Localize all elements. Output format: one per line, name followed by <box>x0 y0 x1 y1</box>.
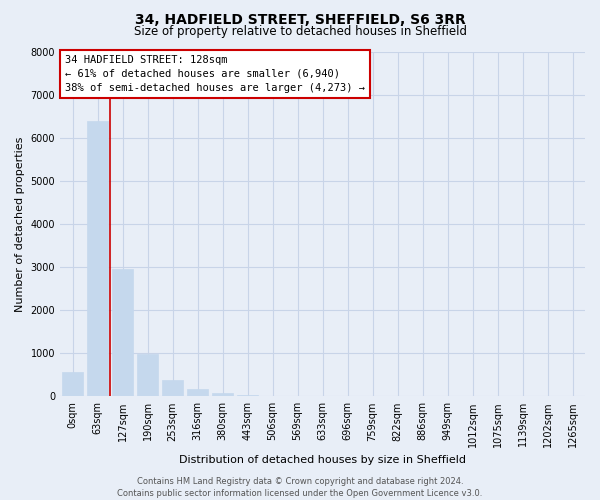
Bar <box>137 354 158 397</box>
Text: 34 HADFIELD STREET: 128sqm
← 61% of detached houses are smaller (6,940)
38% of s: 34 HADFIELD STREET: 128sqm ← 61% of deta… <box>65 55 365 93</box>
Bar <box>237 395 258 396</box>
Y-axis label: Number of detached properties: Number of detached properties <box>15 136 25 312</box>
X-axis label: Distribution of detached houses by size in Sheffield: Distribution of detached houses by size … <box>179 455 466 465</box>
Bar <box>187 389 208 396</box>
Text: 34, HADFIELD STREET, SHEFFIELD, S6 3RR: 34, HADFIELD STREET, SHEFFIELD, S6 3RR <box>134 12 466 26</box>
Text: Size of property relative to detached houses in Sheffield: Size of property relative to detached ho… <box>133 25 467 38</box>
Bar <box>212 393 233 396</box>
Bar <box>87 122 108 396</box>
Text: Contains HM Land Registry data © Crown copyright and database right 2024.
Contai: Contains HM Land Registry data © Crown c… <box>118 476 482 498</box>
Bar <box>162 380 183 396</box>
Bar <box>62 372 83 396</box>
Bar <box>112 269 133 396</box>
